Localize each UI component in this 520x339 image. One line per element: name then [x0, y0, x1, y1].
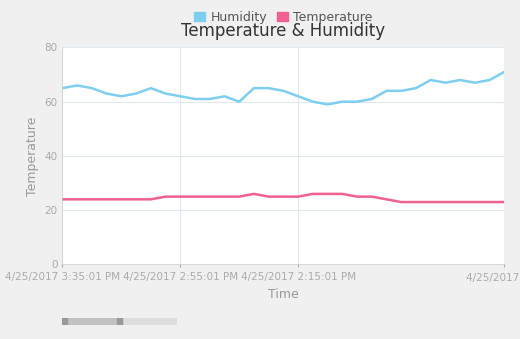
Bar: [118, 318, 122, 325]
X-axis label: Time: Time: [268, 287, 299, 301]
Humidity: [398, 89, 405, 93]
Humidity: [295, 94, 301, 98]
Humidity: [59, 86, 66, 90]
Temperature: [295, 195, 301, 199]
Humidity: [266, 86, 272, 90]
Temperature: [310, 192, 316, 196]
Temperature: [236, 195, 242, 199]
Temperature: [148, 197, 154, 201]
Humidity: [236, 100, 242, 104]
Temperature: [443, 200, 449, 204]
Humidity: [413, 86, 419, 90]
Temperature: [59, 197, 66, 201]
Humidity: [457, 78, 463, 82]
Temperature: [472, 200, 478, 204]
Temperature: [487, 200, 493, 204]
Humidity: [383, 89, 389, 93]
Temperature: [324, 192, 331, 196]
Line: Temperature: Temperature: [62, 194, 504, 202]
Temperature: [369, 195, 375, 199]
Temperature: [280, 195, 287, 199]
Temperature: [89, 197, 95, 201]
Humidity: [251, 86, 257, 90]
Humidity: [339, 100, 345, 104]
Temperature: [339, 192, 345, 196]
Temperature: [192, 195, 198, 199]
Humidity: [177, 94, 184, 98]
Temperature: [457, 200, 463, 204]
Humidity: [443, 81, 449, 85]
Humidity: [369, 97, 375, 101]
Temperature: [103, 197, 110, 201]
Temperature: [266, 195, 272, 199]
Humidity: [501, 70, 508, 74]
Humidity: [427, 78, 434, 82]
Legend: Humidity, Temperature: Humidity, Temperature: [189, 6, 378, 29]
Temperature: [74, 197, 80, 201]
Humidity: [133, 92, 139, 96]
Bar: [62, 318, 67, 325]
Y-axis label: Temperature: Temperature: [26, 116, 39, 196]
Temperature: [413, 200, 419, 204]
Humidity: [118, 94, 124, 98]
Humidity: [192, 97, 198, 101]
Humidity: [148, 86, 154, 90]
Temperature: [162, 195, 168, 199]
Temperature: [251, 192, 257, 196]
Humidity: [206, 97, 213, 101]
Humidity: [487, 78, 493, 82]
Temperature: [118, 197, 124, 201]
Temperature: [177, 195, 184, 199]
Temperature: [133, 197, 139, 201]
Temperature: [354, 195, 360, 199]
Line: Humidity: Humidity: [62, 72, 504, 104]
Title: Temperature & Humidity: Temperature & Humidity: [181, 22, 385, 40]
Temperature: [383, 197, 389, 201]
Temperature: [206, 195, 213, 199]
Humidity: [280, 89, 287, 93]
Humidity: [103, 92, 110, 96]
Temperature: [427, 200, 434, 204]
Humidity: [222, 94, 228, 98]
Humidity: [89, 86, 95, 90]
Temperature: [222, 195, 228, 199]
Humidity: [472, 81, 478, 85]
Temperature: [398, 200, 405, 204]
Humidity: [310, 100, 316, 104]
Bar: [62, 318, 122, 325]
Humidity: [74, 83, 80, 87]
Humidity: [162, 92, 168, 96]
Humidity: [324, 102, 331, 106]
Humidity: [354, 100, 360, 104]
Temperature: [501, 200, 508, 204]
